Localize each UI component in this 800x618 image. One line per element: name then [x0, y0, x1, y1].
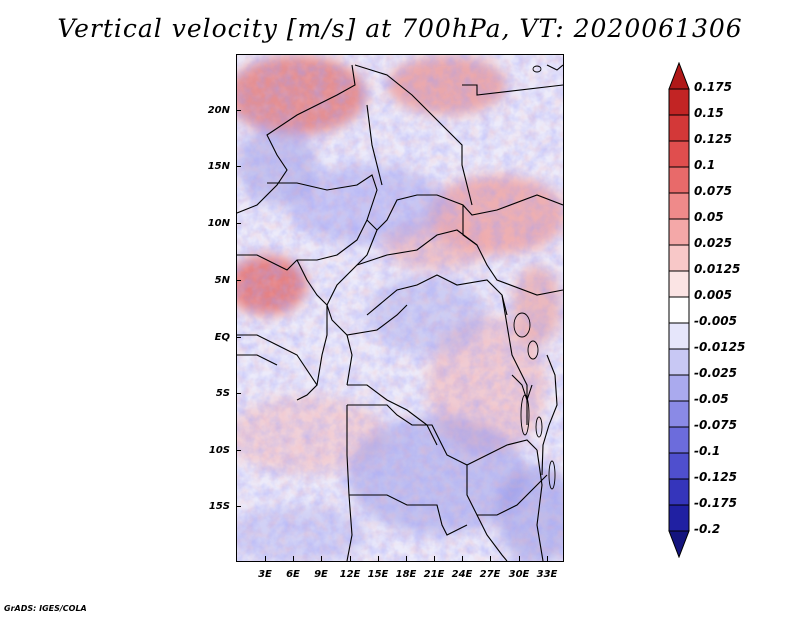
map-title: Vertical velocity [m/s] at 700hPa, VT: 2…	[57, 14, 743, 43]
colorbar-swatch	[668, 374, 690, 402]
colorbar-label: -0.005	[694, 314, 737, 328]
colorbar-label: -0.025	[694, 366, 737, 380]
colorbar-swatch	[668, 296, 690, 324]
lat-tick	[236, 280, 241, 281]
country-borders	[237, 64, 563, 561]
lon-label-30e: 30E	[508, 569, 530, 580]
colorbar-label: -0.075	[694, 418, 737, 432]
colorbar-label: -0.125	[694, 470, 737, 484]
colorbar-label: 0.005	[694, 288, 732, 302]
colorbar-swatch	[668, 426, 690, 454]
lon-tick	[321, 556, 322, 561]
colorbar-swatch	[668, 244, 690, 272]
colorbar-label: 0.0125	[694, 262, 741, 276]
colorbar-swatch	[668, 218, 690, 246]
colorbar-swatch	[668, 504, 690, 532]
lon-tick	[265, 556, 266, 561]
colorbar-swatch	[668, 114, 690, 142]
lon-label-3e: 3E	[258, 569, 272, 580]
colorbar-label: -0.2	[694, 522, 721, 536]
lon-label-15e: 15E	[367, 569, 389, 580]
colorbar-label: 0.1	[694, 158, 716, 172]
lon-label-24e: 24E	[451, 569, 473, 580]
lon-tick	[350, 556, 351, 561]
colorbar-swatch	[668, 192, 690, 220]
lat-label-eq: EQ	[214, 332, 230, 343]
colorbar-swatch	[668, 62, 690, 90]
colorbar-label: 0.125	[694, 132, 732, 146]
lon-tick	[378, 556, 379, 561]
lat-label-5s: 5S	[215, 388, 230, 399]
lon-tick	[434, 556, 435, 561]
lon-label-33e: 33E	[536, 569, 558, 580]
colorbar-label: -0.05	[694, 392, 729, 406]
colorbar-label: 0.025	[694, 236, 732, 250]
map-panel	[236, 54, 564, 562]
colorbar-swatch	[668, 452, 690, 480]
colorbar	[668, 62, 690, 558]
lat-tick	[236, 223, 241, 224]
colorbar-label: 0.15	[694, 106, 724, 120]
colorbar-label: -0.0125	[694, 340, 746, 354]
colorbar-swatch	[668, 166, 690, 194]
colorbar-swatch	[668, 140, 690, 168]
lat-label-15n: 15N	[207, 161, 230, 172]
lon-label-18e: 18E	[395, 569, 417, 580]
lakes	[513, 65, 556, 490]
colorbar-swatch	[668, 400, 690, 428]
lon-tick	[547, 556, 548, 561]
lon-tick	[462, 556, 463, 561]
lat-tick	[236, 337, 241, 338]
lat-tick	[236, 110, 241, 111]
colorbar-label: -0.175	[694, 496, 737, 510]
software-credit: GrADS: IGES/COLA	[4, 604, 87, 613]
lat-label-15s: 15S	[208, 501, 230, 512]
colorbar-label: 0.175	[694, 80, 732, 94]
lat-tick	[236, 166, 241, 167]
lon-label-27e: 27E	[479, 569, 501, 580]
lat-label-10s: 10S	[208, 445, 230, 456]
lat-tick	[236, 450, 241, 451]
lat-tick	[236, 393, 241, 394]
lat-label-5n: 5N	[214, 275, 230, 286]
colorbar-swatch	[668, 348, 690, 376]
colorbar-swatch	[668, 530, 690, 558]
colorbar-swatch	[668, 322, 690, 350]
colorbar-swatch	[668, 88, 690, 116]
lat-label-20n: 20N	[207, 105, 230, 116]
lon-tick	[490, 556, 491, 561]
lon-tick	[406, 556, 407, 561]
colorbar-swatch	[668, 478, 690, 506]
lon-label-12e: 12E	[339, 569, 361, 580]
lat-tick	[236, 506, 241, 507]
lon-tick	[293, 556, 294, 561]
lat-label-10n: 10N	[207, 218, 230, 229]
colorbar-label: 0.075	[694, 184, 732, 198]
colorbar-label: 0.05	[694, 210, 724, 224]
lon-label-6e: 6E	[286, 569, 300, 580]
colorbar-swatch	[668, 270, 690, 298]
lon-tick	[519, 556, 520, 561]
lon-label-21e: 21E	[423, 569, 445, 580]
colorbar-label: -0.1	[694, 444, 721, 458]
lon-label-9e: 9E	[314, 569, 328, 580]
